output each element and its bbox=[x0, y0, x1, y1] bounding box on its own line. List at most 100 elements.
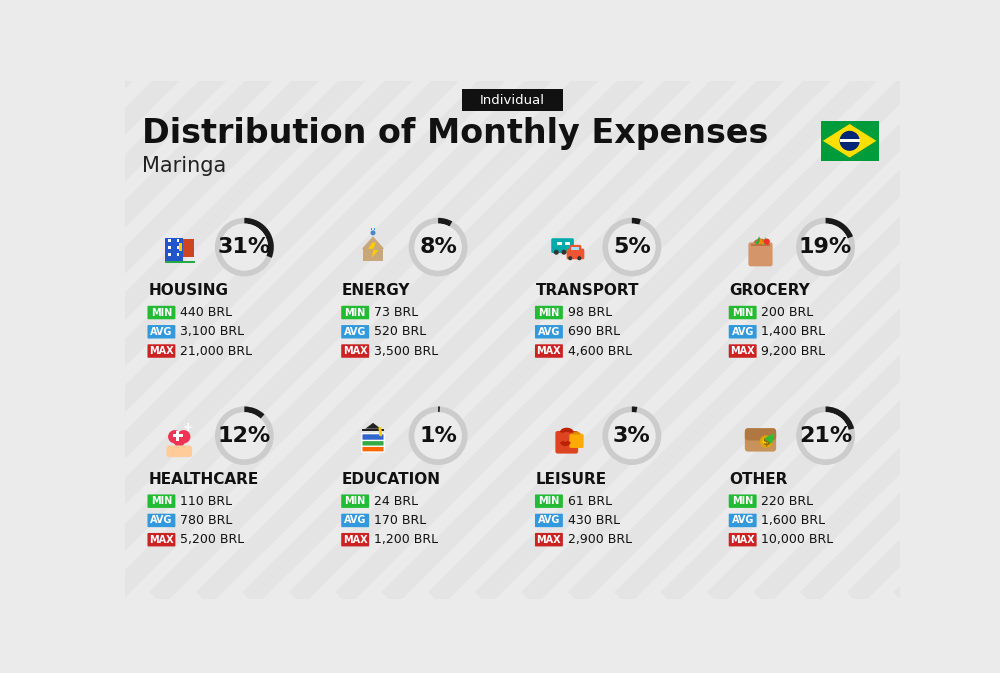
FancyBboxPatch shape bbox=[165, 261, 195, 263]
Text: OTHER: OTHER bbox=[730, 472, 788, 487]
Text: MIN: MIN bbox=[732, 308, 753, 318]
Polygon shape bbox=[823, 124, 876, 157]
Text: MIN: MIN bbox=[538, 496, 560, 506]
FancyBboxPatch shape bbox=[173, 434, 183, 437]
Wedge shape bbox=[632, 406, 637, 413]
Wedge shape bbox=[438, 218, 452, 227]
Circle shape bbox=[221, 413, 268, 459]
Wedge shape bbox=[602, 406, 661, 465]
Wedge shape bbox=[409, 218, 468, 277]
FancyBboxPatch shape bbox=[341, 513, 369, 527]
FancyBboxPatch shape bbox=[729, 306, 757, 319]
Text: 8%: 8% bbox=[419, 237, 457, 257]
FancyBboxPatch shape bbox=[168, 253, 171, 256]
Polygon shape bbox=[758, 238, 763, 244]
FancyBboxPatch shape bbox=[569, 245, 581, 252]
Text: 220 BRL: 220 BRL bbox=[761, 495, 813, 507]
Wedge shape bbox=[826, 406, 854, 430]
FancyBboxPatch shape bbox=[147, 306, 175, 319]
FancyBboxPatch shape bbox=[535, 533, 563, 546]
FancyBboxPatch shape bbox=[341, 306, 369, 319]
Wedge shape bbox=[602, 218, 661, 277]
Text: MIN: MIN bbox=[345, 496, 366, 506]
Wedge shape bbox=[826, 218, 853, 238]
Text: 1,600 BRL: 1,600 BRL bbox=[761, 514, 825, 527]
Text: MAX: MAX bbox=[149, 534, 174, 544]
Text: 780 BRL: 780 BRL bbox=[180, 514, 232, 527]
FancyBboxPatch shape bbox=[535, 345, 563, 358]
Text: 4,600 BRL: 4,600 BRL bbox=[568, 345, 632, 357]
Wedge shape bbox=[244, 218, 274, 258]
FancyBboxPatch shape bbox=[177, 239, 179, 242]
Text: MAX: MAX bbox=[343, 346, 367, 356]
Text: 12%: 12% bbox=[218, 426, 271, 446]
Text: HOUSING: HOUSING bbox=[148, 283, 228, 298]
Text: AVG: AVG bbox=[538, 327, 560, 336]
FancyBboxPatch shape bbox=[729, 325, 757, 339]
Text: 3,100 BRL: 3,100 BRL bbox=[180, 325, 244, 339]
Polygon shape bbox=[362, 236, 384, 249]
FancyBboxPatch shape bbox=[341, 533, 369, 546]
FancyBboxPatch shape bbox=[729, 495, 757, 508]
FancyBboxPatch shape bbox=[165, 238, 183, 262]
Text: LEISURE: LEISURE bbox=[536, 472, 607, 487]
Text: 690 BRL: 690 BRL bbox=[568, 325, 620, 339]
Text: AVG: AVG bbox=[344, 516, 366, 526]
FancyBboxPatch shape bbox=[751, 244, 770, 246]
Text: 5,200 BRL: 5,200 BRL bbox=[180, 533, 244, 546]
Text: 98 BRL: 98 BRL bbox=[568, 306, 612, 319]
Text: AVG: AVG bbox=[538, 516, 560, 526]
FancyBboxPatch shape bbox=[362, 429, 384, 431]
FancyBboxPatch shape bbox=[341, 345, 369, 358]
FancyBboxPatch shape bbox=[535, 495, 563, 508]
Circle shape bbox=[221, 223, 268, 271]
Text: AVG: AVG bbox=[731, 327, 754, 336]
Circle shape bbox=[577, 256, 581, 260]
Wedge shape bbox=[632, 218, 641, 225]
Text: MIN: MIN bbox=[151, 308, 172, 318]
Wedge shape bbox=[244, 406, 265, 419]
FancyBboxPatch shape bbox=[551, 238, 574, 253]
Text: 440 BRL: 440 BRL bbox=[180, 306, 232, 319]
FancyBboxPatch shape bbox=[571, 248, 579, 250]
Text: 430 BRL: 430 BRL bbox=[568, 514, 620, 527]
Text: 19%: 19% bbox=[799, 237, 852, 257]
Text: MAX: MAX bbox=[537, 346, 561, 356]
FancyBboxPatch shape bbox=[462, 90, 563, 111]
Circle shape bbox=[370, 230, 376, 236]
Text: 24 BRL: 24 BRL bbox=[374, 495, 418, 507]
FancyBboxPatch shape bbox=[535, 325, 563, 339]
Text: 110 BRL: 110 BRL bbox=[180, 495, 232, 507]
Text: 170 BRL: 170 BRL bbox=[374, 514, 426, 527]
Circle shape bbox=[414, 413, 462, 459]
Text: HEALTHCARE: HEALTHCARE bbox=[148, 472, 258, 487]
Polygon shape bbox=[365, 423, 381, 429]
Text: MIN: MIN bbox=[151, 496, 172, 506]
FancyBboxPatch shape bbox=[147, 533, 175, 546]
Circle shape bbox=[608, 223, 655, 271]
Text: 73 BRL: 73 BRL bbox=[374, 306, 418, 319]
Circle shape bbox=[554, 250, 559, 255]
Wedge shape bbox=[796, 218, 855, 277]
FancyBboxPatch shape bbox=[567, 248, 584, 259]
Text: 10,000 BRL: 10,000 BRL bbox=[761, 533, 834, 546]
FancyBboxPatch shape bbox=[341, 325, 369, 339]
Circle shape bbox=[379, 433, 382, 436]
FancyBboxPatch shape bbox=[183, 239, 194, 257]
Text: MAX: MAX bbox=[343, 534, 367, 544]
Circle shape bbox=[561, 250, 566, 255]
FancyBboxPatch shape bbox=[745, 430, 776, 452]
Polygon shape bbox=[368, 242, 379, 258]
Circle shape bbox=[608, 413, 655, 459]
Wedge shape bbox=[215, 218, 274, 277]
FancyBboxPatch shape bbox=[362, 433, 384, 440]
Text: MAX: MAX bbox=[149, 346, 174, 356]
Text: MAX: MAX bbox=[730, 534, 755, 544]
FancyBboxPatch shape bbox=[176, 431, 179, 441]
Circle shape bbox=[168, 430, 181, 444]
FancyBboxPatch shape bbox=[565, 242, 570, 246]
FancyBboxPatch shape bbox=[729, 533, 757, 546]
Text: TRANSPORT: TRANSPORT bbox=[536, 283, 639, 298]
Text: Maringa: Maringa bbox=[142, 156, 226, 176]
FancyBboxPatch shape bbox=[147, 495, 175, 508]
